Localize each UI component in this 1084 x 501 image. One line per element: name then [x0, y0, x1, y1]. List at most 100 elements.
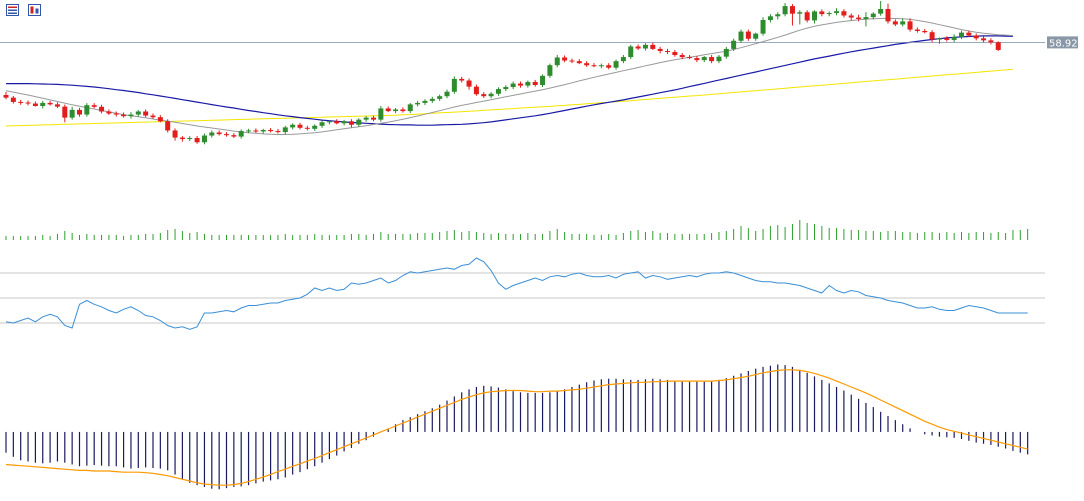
candle [3, 91, 9, 100]
candle [348, 119, 354, 128]
candle [510, 81, 516, 90]
candle [731, 38, 737, 51]
candle-body [628, 46, 634, 58]
candle-body [400, 109, 406, 112]
candle-body [319, 122, 325, 126]
candle-body [518, 83, 523, 86]
candle-body [121, 114, 127, 117]
candle [77, 107, 82, 117]
candle-body [694, 58, 700, 61]
candle-body [584, 63, 590, 66]
candle [481, 92, 487, 98]
candle-body [246, 130, 252, 132]
candle-body [665, 50, 670, 52]
candle-body [606, 65, 612, 68]
candle [260, 128, 266, 134]
macd-signal-line [5, 369, 1028, 486]
candle [201, 133, 207, 145]
candle [99, 104, 105, 114]
candle-body [936, 38, 942, 40]
candle-body [635, 46, 641, 49]
candle-body [312, 125, 318, 129]
candle [562, 55, 568, 63]
candle-body [789, 6, 795, 14]
candle-body [848, 15, 854, 18]
chart-list-icon[interactable] [6, 4, 19, 16]
candle [598, 63, 604, 69]
candle [356, 118, 362, 127]
candle [584, 61, 590, 67]
candle-body [326, 121, 332, 123]
candle-body [731, 40, 737, 49]
candle [326, 120, 332, 125]
last-price-label: 58.92 [1049, 38, 1078, 49]
candle-body [929, 32, 935, 40]
candle [113, 111, 119, 117]
candle [231, 133, 237, 138]
candle-body [363, 117, 369, 120]
candle [760, 17, 766, 36]
candle [429, 96, 435, 103]
chart-settings-icon[interactable] [28, 4, 41, 16]
candle [503, 85, 509, 92]
candle-body [576, 61, 582, 64]
candle-body [348, 121, 354, 125]
candle-body [988, 40, 994, 43]
candle-body [260, 130, 266, 132]
oscillator-panel [0, 257, 1045, 330]
candle [179, 136, 185, 142]
candle [966, 30, 972, 37]
candle [319, 120, 325, 128]
candle-body [782, 6, 788, 15]
candle [488, 92, 494, 99]
candle [848, 13, 854, 21]
candle-body [150, 115, 156, 118]
candle-body [532, 81, 538, 85]
candle-body [826, 13, 832, 15]
candle [47, 100, 53, 106]
candle [282, 125, 288, 135]
candle [995, 41, 1001, 51]
candle-body [32, 103, 38, 106]
candle [892, 19, 898, 27]
candle-body [767, 16, 773, 20]
candle-body [598, 65, 604, 67]
candle [547, 63, 553, 78]
candle [988, 38, 994, 45]
candle [143, 109, 149, 118]
candle-body [679, 55, 685, 58]
candle-body [834, 11, 840, 14]
candle-body [378, 108, 384, 120]
candle-body [385, 108, 391, 112]
candle [745, 29, 751, 41]
candle [451, 76, 457, 94]
candle-body [135, 111, 141, 115]
candle-body [451, 78, 457, 92]
candle [84, 103, 90, 117]
candle [135, 110, 141, 117]
candle-body [459, 78, 465, 81]
candle-body [510, 83, 516, 88]
candle-body [525, 81, 531, 86]
candle-body [216, 132, 222, 135]
macd-panel [5, 364, 1029, 490]
candle-body [91, 105, 97, 107]
candle-body [444, 91, 450, 97]
candle-body [738, 31, 744, 41]
candle-body [900, 21, 906, 25]
candle-body [856, 17, 862, 19]
candle [495, 87, 501, 96]
candle [606, 63, 612, 70]
candle-body [106, 111, 112, 114]
candle [238, 129, 244, 139]
candle-body [819, 11, 825, 15]
candle-body [591, 65, 597, 67]
candle-body [701, 57, 707, 61]
candle [870, 12, 876, 20]
candle [753, 32, 759, 41]
candle [672, 49, 678, 57]
candle [819, 9, 825, 17]
candle-body [966, 32, 972, 36]
candle [297, 122, 303, 130]
candle [415, 100, 421, 107]
